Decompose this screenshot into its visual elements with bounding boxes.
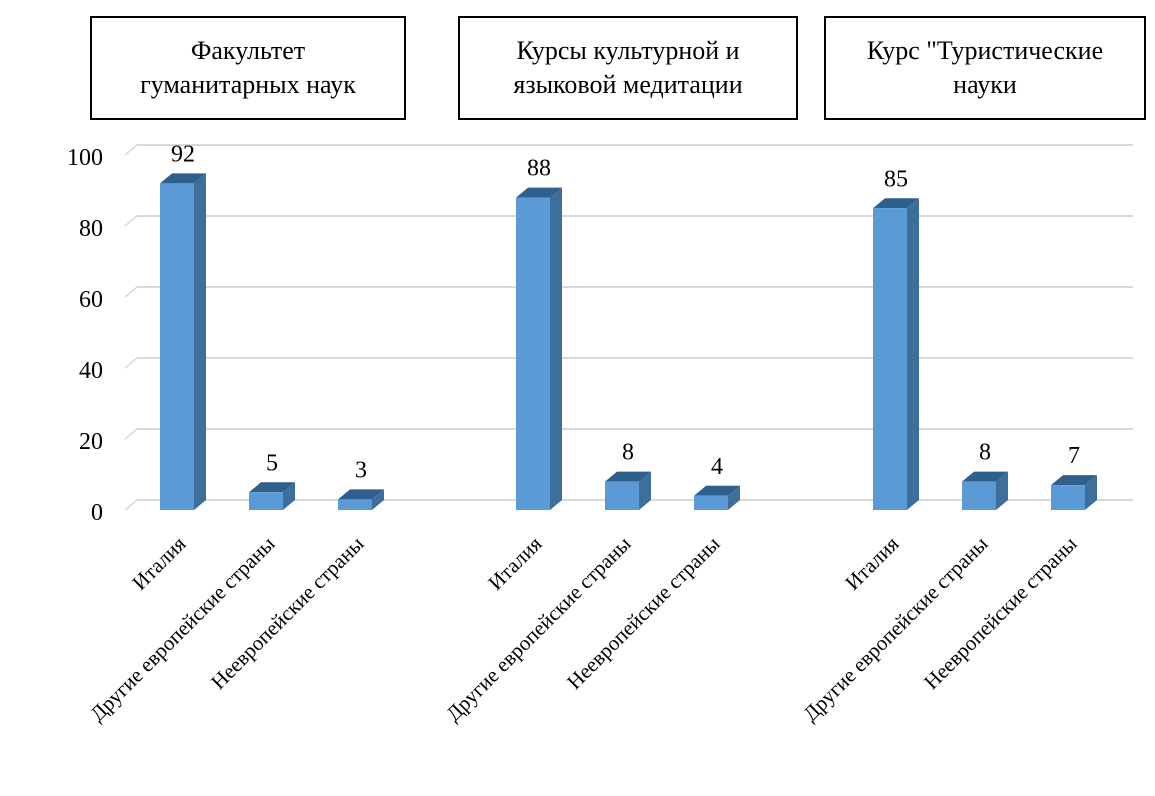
data-label: 3	[355, 457, 367, 483]
category-label: Другие европейские страны	[798, 532, 992, 726]
category-label: Другие европейские страны	[85, 532, 279, 726]
y-tick-label: 100	[67, 145, 103, 171]
y-tick-label: 40	[79, 358, 103, 384]
category-label: Другие европейские страны	[441, 532, 635, 726]
data-label: 5	[266, 450, 278, 476]
category-label: Неевропейские страны	[206, 532, 368, 694]
bar-top	[1051, 475, 1097, 486]
bar-top	[962, 471, 1008, 482]
data-label: 85	[884, 166, 908, 192]
bar	[962, 481, 996, 510]
gridline-diag	[124, 286, 138, 298]
category-label: Италия	[840, 531, 904, 595]
y-tick-label: 60	[79, 287, 103, 313]
bar	[694, 495, 728, 510]
bar	[516, 197, 550, 510]
data-label: 92	[171, 141, 195, 167]
bar-top	[516, 187, 562, 198]
group-title-box-2: Курсы культурной и языковой медитации	[458, 16, 798, 120]
data-label: 88	[527, 156, 551, 182]
group-title-box-3: Курс "Туристические науки	[824, 16, 1146, 120]
bar-side	[639, 471, 651, 510]
gridline-diag	[124, 144, 138, 156]
y-tick-label: 20	[79, 429, 103, 455]
bar-side	[728, 485, 740, 510]
category-label: Италия	[127, 531, 191, 595]
y-tick-label: 0	[91, 500, 103, 526]
y-tick-label: 80	[79, 216, 103, 242]
bar	[160, 183, 194, 510]
bar-side	[1085, 475, 1097, 510]
data-label: 8	[979, 440, 991, 466]
gridline-diag	[124, 428, 138, 440]
bar	[249, 492, 283, 510]
data-label: 7	[1068, 443, 1080, 469]
gridline-diag	[124, 357, 138, 369]
category-label: Неевропейские страны	[919, 532, 1081, 694]
bar	[1051, 485, 1085, 510]
bar-top	[249, 482, 295, 493]
bar-side	[372, 489, 384, 510]
bar-top	[694, 485, 740, 496]
bar-top	[873, 198, 919, 209]
group-title-box-1: Факультет гуманитарных наук	[90, 16, 406, 120]
bar-side	[550, 187, 562, 510]
bar-side	[194, 173, 206, 510]
category-label: Неевропейские страны	[562, 532, 724, 694]
data-label: 4	[711, 454, 723, 480]
bar-side	[283, 482, 295, 510]
bar	[605, 481, 639, 510]
bar	[873, 208, 907, 510]
bar-top	[605, 471, 651, 482]
bar-top	[160, 173, 206, 184]
bar-side	[907, 198, 919, 510]
gridline-diag	[124, 499, 138, 511]
bar-side	[996, 471, 1008, 510]
gridline-diag	[124, 215, 138, 227]
bar	[338, 499, 372, 510]
bar-top	[338, 489, 384, 500]
data-label: 8	[622, 440, 634, 466]
category-label: Италия	[483, 531, 547, 595]
